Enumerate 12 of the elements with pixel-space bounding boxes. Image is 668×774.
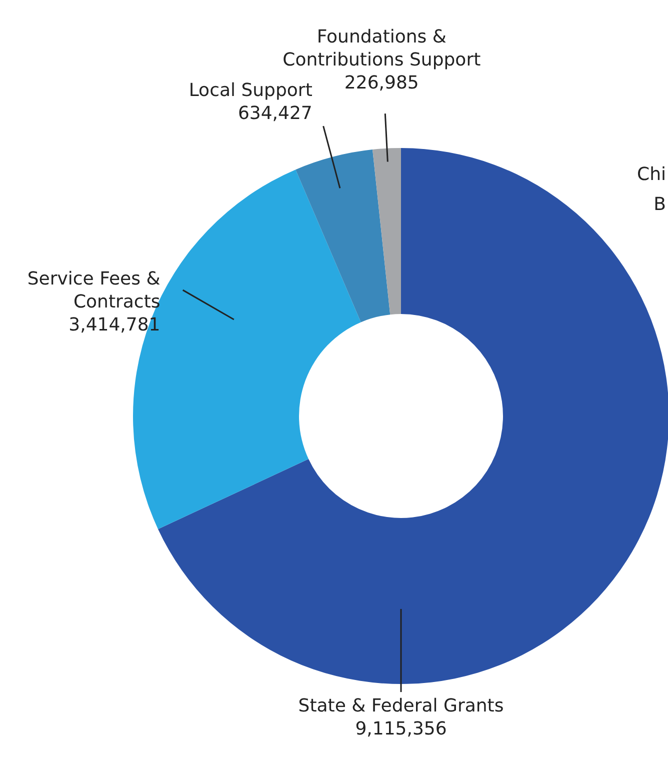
- text: B: [654, 194, 666, 215]
- data-label: 226,985: [344, 72, 419, 94]
- data-label: 9,115,356: [355, 718, 447, 740]
- slice-label: Foundations & Contributions Support: [282, 26, 481, 71]
- slice-label: State & Federal Grants: [298, 695, 504, 716]
- donut-slice: [296, 150, 390, 322]
- donut-slice: [372, 148, 401, 315]
- slice-label: Local Support: [188, 80, 312, 102]
- data-label: 634,427: [238, 103, 312, 124]
- donut-slice: [158, 148, 668, 684]
- text: Chi: [637, 164, 666, 185]
- slice-label: Service Fees & Contracts: [27, 268, 160, 312]
